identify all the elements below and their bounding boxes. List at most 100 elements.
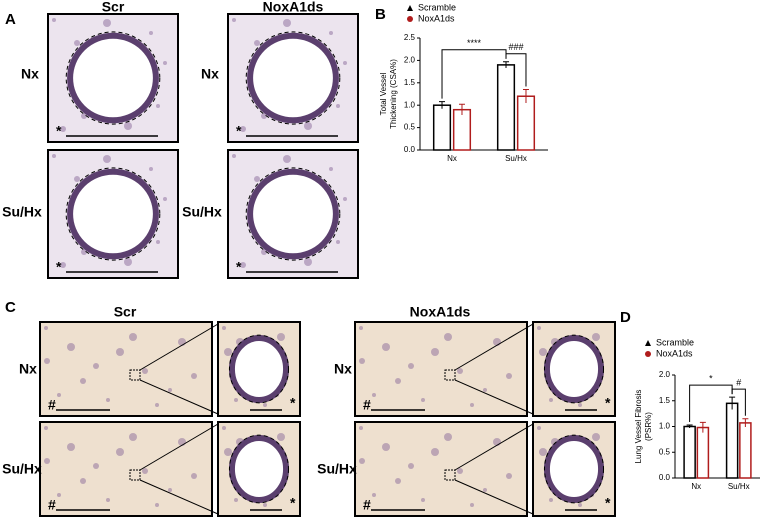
tissue-cell bbox=[240, 126, 246, 132]
error-bar bbox=[503, 61, 510, 69]
x-tick-label: Nx bbox=[447, 154, 457, 163]
tissue-cell bbox=[283, 155, 291, 163]
error-bar bbox=[699, 421, 706, 433]
tissue-cell bbox=[549, 398, 553, 402]
tissue-cell bbox=[359, 358, 365, 364]
significance-bracket bbox=[731, 388, 746, 416]
bar bbox=[432, 104, 452, 151]
tissue-cell bbox=[470, 403, 474, 407]
error-bar bbox=[439, 101, 446, 109]
scale-marker: # bbox=[363, 497, 371, 513]
tissue-cell bbox=[457, 368, 463, 374]
tissue-cell bbox=[277, 433, 285, 441]
row-label: Su/Hx bbox=[182, 204, 222, 220]
tissue-cell bbox=[103, 155, 111, 163]
tissue-cell bbox=[232, 154, 236, 158]
tissue-cell bbox=[191, 373, 197, 379]
tissue-cell bbox=[222, 426, 226, 430]
bar bbox=[683, 425, 696, 479]
y-tick-label: 0.0 bbox=[404, 145, 416, 154]
tissue-cell bbox=[283, 19, 291, 27]
column-header: NoxA1ds bbox=[263, 0, 324, 15]
legend-marker bbox=[407, 16, 413, 22]
tissue-cell bbox=[470, 503, 474, 507]
zoom-line bbox=[454, 379, 534, 415]
vessel-wall bbox=[247, 32, 339, 124]
vessel-outline bbox=[228, 434, 290, 504]
tissue-cell bbox=[129, 333, 137, 341]
bar bbox=[739, 422, 752, 479]
tissue-cell bbox=[431, 448, 439, 456]
tissue-cell bbox=[304, 258, 312, 266]
tissue-cell bbox=[263, 403, 267, 407]
tissue-cell bbox=[93, 363, 99, 369]
lung-section bbox=[39, 321, 213, 417]
tissue-cell bbox=[81, 113, 87, 119]
tissue-cell bbox=[224, 348, 232, 356]
vessel-outline bbox=[65, 167, 161, 261]
bar bbox=[725, 402, 739, 479]
tissue-cell bbox=[506, 473, 512, 479]
tissue-cell bbox=[52, 18, 56, 22]
tissue-cell bbox=[191, 473, 197, 479]
y-tick-label: 0.5 bbox=[404, 123, 416, 132]
tissue-cell bbox=[408, 363, 414, 369]
vessel-outline bbox=[543, 434, 605, 504]
tissue-cell bbox=[60, 262, 66, 268]
tissue-cell bbox=[234, 498, 238, 502]
y-axis-label: Thickening (CSA%) bbox=[389, 59, 398, 129]
zoom-line bbox=[454, 323, 534, 371]
row-label: Nx bbox=[201, 66, 219, 82]
column-header: NoxA1ds bbox=[410, 304, 471, 320]
tissue-cell bbox=[261, 113, 267, 119]
tissue-cell bbox=[67, 343, 75, 351]
zoom-box bbox=[129, 469, 141, 481]
y-tick-label: 2.5 bbox=[404, 33, 416, 42]
x-tick-label: Su/Hx bbox=[505, 154, 527, 163]
zoom-line bbox=[139, 379, 219, 415]
bar bbox=[696, 426, 710, 479]
tissue-cell bbox=[359, 458, 365, 464]
column-header: Scr bbox=[102, 0, 125, 15]
scale-marker: * bbox=[605, 395, 611, 411]
tissue-cell bbox=[124, 258, 132, 266]
vessel-outline bbox=[245, 31, 341, 125]
legend-label: Scramble bbox=[418, 2, 456, 12]
significance-bracket bbox=[689, 384, 733, 422]
tissue-cell bbox=[155, 403, 159, 407]
tissue-cell bbox=[329, 31, 333, 35]
scale-marker: # bbox=[363, 397, 371, 413]
tissue-cell bbox=[592, 433, 600, 441]
significance-label: * bbox=[709, 374, 713, 384]
lung-section bbox=[354, 421, 528, 517]
tissue-cell bbox=[372, 493, 376, 497]
lung-section bbox=[39, 421, 213, 517]
tissue-cell bbox=[232, 18, 236, 22]
tissue-cell bbox=[80, 478, 86, 484]
tissue-cell bbox=[106, 398, 110, 402]
significance-label: ### bbox=[508, 42, 523, 52]
y-tick-label: 1.0 bbox=[659, 422, 671, 431]
tissue-cell bbox=[106, 498, 110, 502]
legend-label: NoxA1ds bbox=[656, 348, 693, 358]
y-tick-label: 1.5 bbox=[404, 78, 416, 87]
scale-marker: * bbox=[290, 395, 296, 411]
tissue-cell bbox=[408, 463, 414, 469]
vessel-outline bbox=[228, 334, 290, 404]
tissue-cell bbox=[263, 503, 267, 507]
bar bbox=[516, 95, 536, 151]
bar bbox=[496, 64, 516, 151]
y-axis-label: (PSR%) bbox=[644, 412, 653, 441]
scale-marker: * bbox=[290, 495, 296, 511]
tissue-cell bbox=[222, 326, 226, 330]
panel-label: C bbox=[5, 299, 16, 316]
scale-marker: * bbox=[56, 259, 62, 275]
tissue-cell bbox=[578, 503, 582, 507]
legend-marker bbox=[645, 351, 651, 357]
tissue-cell bbox=[240, 262, 246, 268]
tissue-cell bbox=[539, 448, 547, 456]
tissue-cell bbox=[578, 403, 582, 407]
zoom-line bbox=[454, 479, 534, 515]
tissue-cell bbox=[395, 378, 401, 384]
